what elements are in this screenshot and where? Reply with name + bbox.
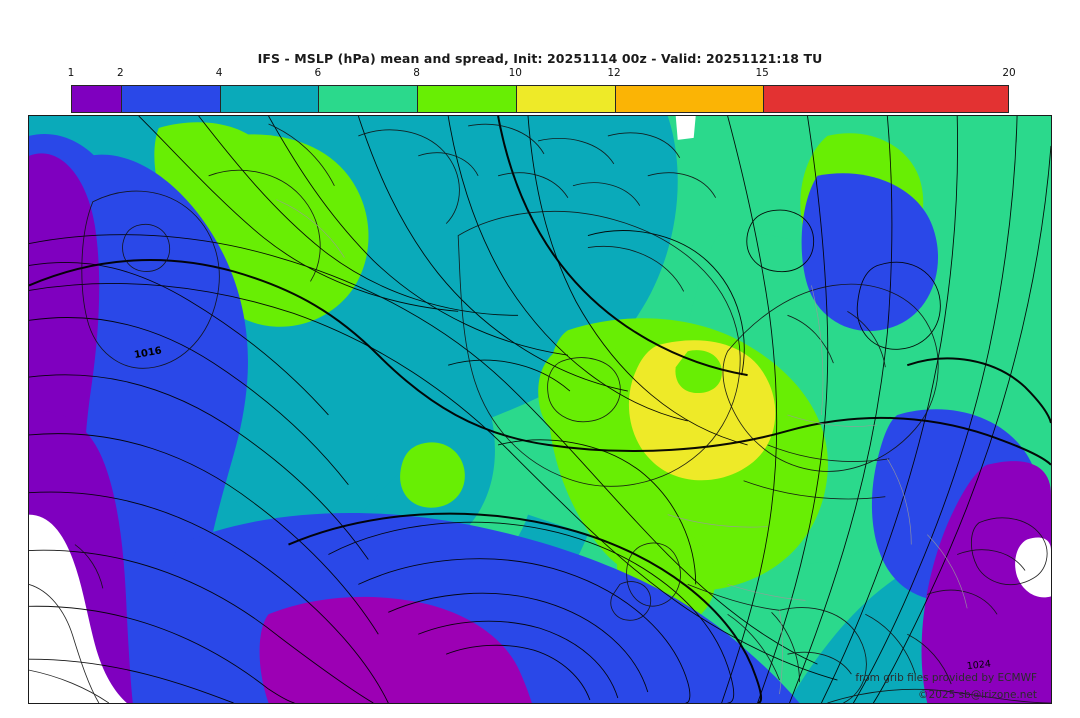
colorbar-tick-4: 4 bbox=[215, 67, 223, 79]
map-canvas[interactable]: 1016 1024 bbox=[29, 116, 1051, 703]
credit-source: from grib files provided by ECMWF bbox=[855, 672, 1037, 684]
spread-band-2-4-baltic bbox=[801, 173, 939, 332]
country-borders bbox=[276, 199, 968, 695]
colorbar-tick-2: 2 bbox=[117, 67, 124, 79]
spread-band-1-2-east-med bbox=[921, 461, 1051, 703]
spread-band-8-10-patch-small bbox=[400, 442, 465, 508]
contour-labels: 1016 1024 bbox=[133, 345, 991, 672]
colorbar-segment-12-15[interactable] bbox=[615, 86, 764, 112]
colorbar-segment-8-10[interactable] bbox=[418, 86, 518, 112]
mslp-contours bbox=[29, 116, 1051, 703]
colorbar-tick-6: 6 bbox=[314, 67, 322, 79]
colorbar-segment-2-4[interactable] bbox=[121, 86, 221, 112]
contour-label-1024: 1024 bbox=[966, 659, 991, 672]
spread-nodata-top bbox=[675, 116, 696, 140]
colorbar-segment-1-2[interactable] bbox=[72, 86, 122, 112]
coastlines bbox=[29, 123, 1051, 703]
colorbar-segments[interactable] bbox=[71, 85, 1009, 113]
colorbar-tick-1: 1 bbox=[67, 67, 75, 79]
colorbar-segment-15-20[interactable] bbox=[763, 86, 1009, 112]
colorbar[interactable] bbox=[71, 85, 1009, 113]
spread-band-10-12-notch bbox=[675, 350, 722, 394]
colorbar-segment-6-8[interactable] bbox=[319, 86, 419, 112]
colorbar-tick-10: 10 bbox=[508, 67, 522, 79]
mslp-contours-bold bbox=[29, 116, 1051, 703]
colorbar-segment-4-6[interactable] bbox=[220, 86, 320, 112]
contour-label-1016: 1016 bbox=[133, 345, 162, 361]
mslp-spread-map[interactable]: 1016 1024 from grib files provided by EC… bbox=[28, 115, 1052, 704]
page-title: IFS - MSLP (hPa) mean and spread, Init: … bbox=[257, 51, 823, 66]
colorbar-tick-labels: 1 2 4 6 8 10 12 15 20 bbox=[67, 67, 1016, 83]
credit-copyright: ©2025 sb@irizone.net bbox=[918, 689, 1037, 701]
colorbar-segment-10-12[interactable] bbox=[517, 86, 616, 112]
colorbar-tick-8: 8 bbox=[413, 67, 420, 79]
colorbar-tick-15: 15 bbox=[755, 67, 769, 79]
spread-band-10-12-max bbox=[628, 340, 776, 481]
colorbar-tick-20: 20 bbox=[1002, 67, 1016, 79]
colorbar-tick-12: 12 bbox=[607, 67, 621, 79]
spread-band-1-2-azores-core bbox=[259, 596, 533, 703]
spread-band-8-10-iceland bbox=[538, 342, 642, 444]
